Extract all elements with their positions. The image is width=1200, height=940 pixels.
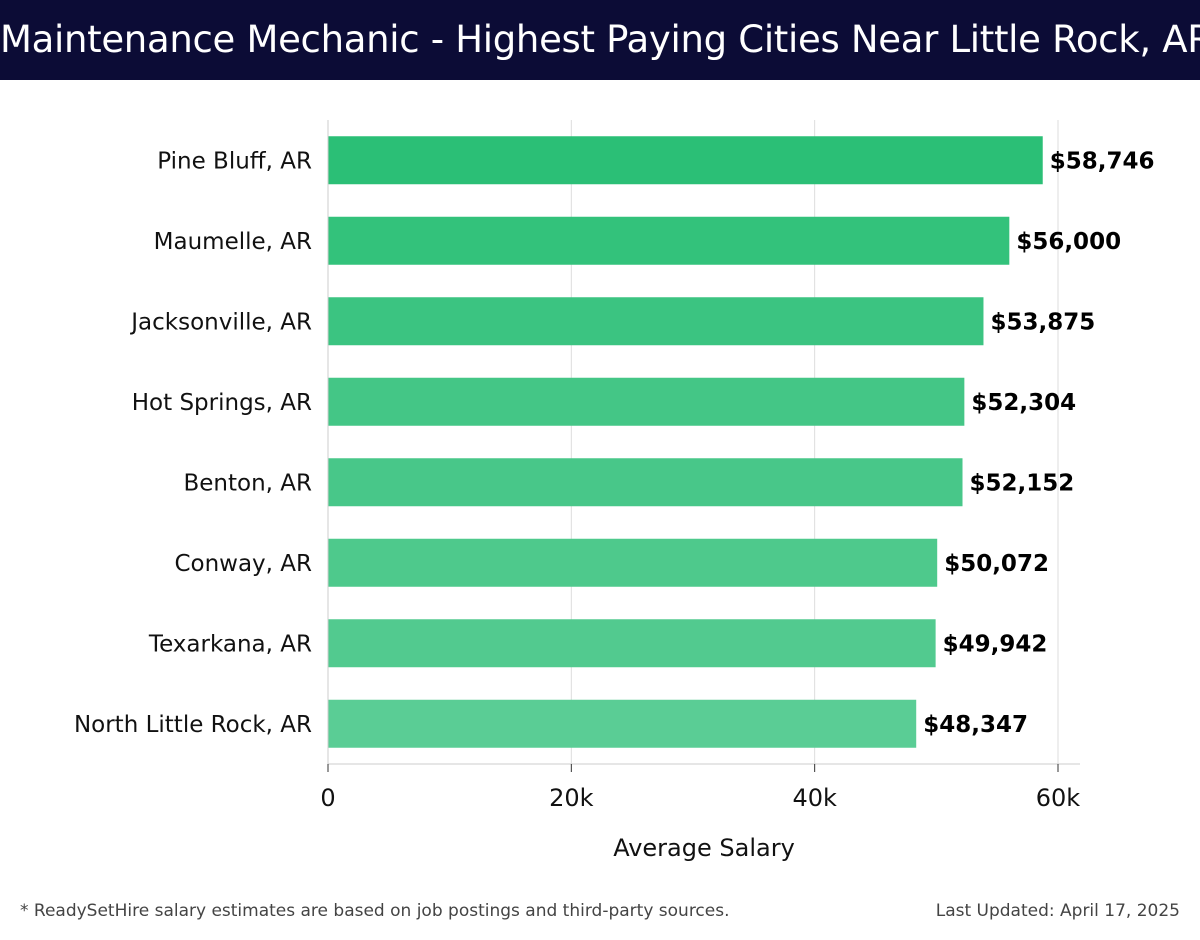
- category-label: North Little Rock, AR: [74, 712, 312, 738]
- page-title: Maintenance Mechanic - Highest Paying Ci…: [0, 18, 1200, 61]
- bar: [328, 216, 1010, 265]
- category-label: Benton, AR: [183, 470, 312, 496]
- x-tick-label: 40k: [792, 784, 837, 812]
- category-label: Conway, AR: [174, 551, 312, 577]
- bar-value-label: $58,746: [1050, 148, 1155, 174]
- x-tick-label: 60k: [1036, 784, 1081, 812]
- x-tick-label: 0: [320, 784, 335, 812]
- bar-value-label: $52,304: [971, 390, 1076, 416]
- category-label: Jacksonville, AR: [129, 309, 312, 335]
- last-updated: Last Updated: April 17, 2025: [935, 901, 1180, 921]
- bar: [328, 458, 963, 507]
- x-axis-title: Average Salary: [613, 834, 795, 862]
- category-label: Pine Bluff, AR: [157, 148, 312, 174]
- bar: [328, 699, 917, 748]
- category-label: Hot Springs, AR: [132, 390, 312, 416]
- salary-bar-chart: $58,746 Pine Bluff, AR $56,000 Maumelle, AR…: [74, 120, 1155, 862]
- footer-note: * ReadySetHire salary estimates are base…: [20, 901, 730, 921]
- header-bar: Maintenance Mechanic - Highest Paying Ci…: [0, 0, 1200, 80]
- bar: [328, 136, 1043, 185]
- bar: [328, 619, 936, 668]
- bar-value-label: $49,942: [943, 631, 1048, 657]
- category-label: Maumelle, AR: [154, 229, 312, 255]
- x-tick-label: 20k: [549, 784, 594, 812]
- bar-value-label: $52,152: [970, 470, 1075, 496]
- bar-value-label: $50,072: [944, 551, 1049, 577]
- bar-value-label: $56,000: [1016, 229, 1121, 255]
- bar-value-label: $53,875: [990, 309, 1095, 335]
- bar: [328, 538, 938, 587]
- category-label: Texarkana, AR: [148, 631, 312, 657]
- bar: [328, 377, 965, 426]
- bar: [328, 297, 984, 346]
- bar-value-label: $48,347: [923, 712, 1028, 738]
